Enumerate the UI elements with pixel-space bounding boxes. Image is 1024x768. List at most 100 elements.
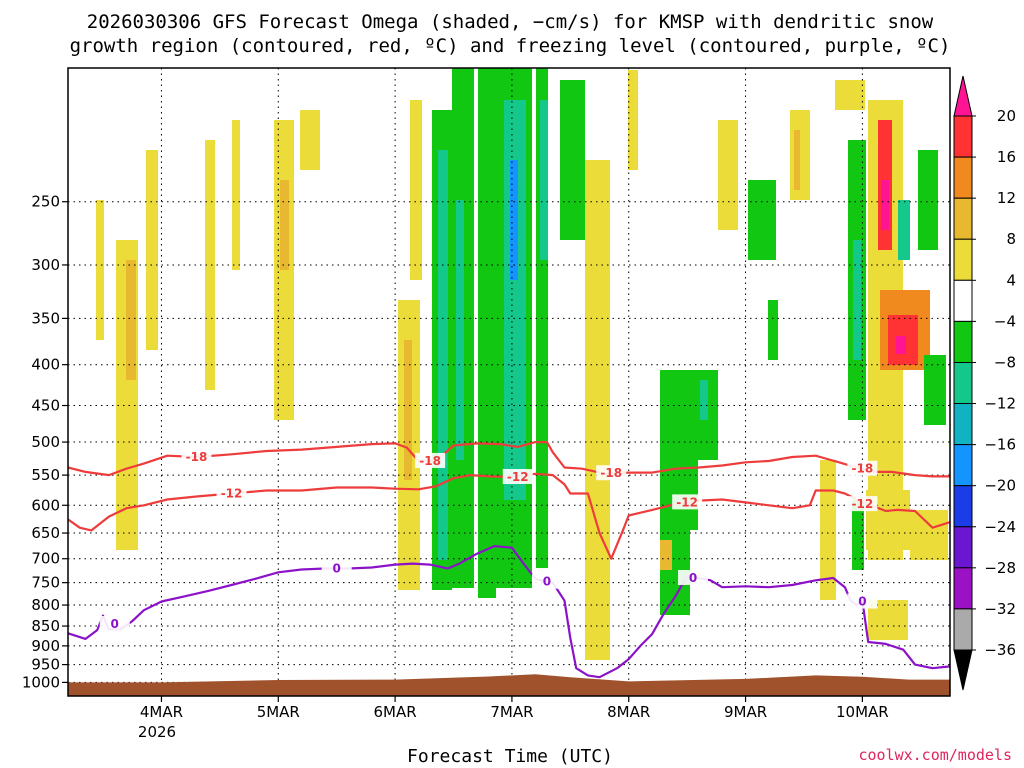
omega-blob	[676, 450, 698, 530]
contour-label: -18	[186, 450, 208, 464]
x-year-label: 2026	[138, 723, 176, 741]
colorbar-segment	[953, 156, 973, 199]
contour-label: -18	[600, 466, 622, 480]
contour-label-bg	[216, 485, 247, 501]
colorbar-segment	[953, 567, 973, 610]
colorbar-label: −8	[994, 353, 1016, 371]
credit-text: coolwx.com/models	[858, 746, 1012, 764]
omega-blob	[300, 110, 320, 170]
contour-label: -12	[507, 470, 529, 484]
contour-label: 0	[858, 595, 866, 609]
omega-blob	[96, 200, 104, 340]
contour-label-bg	[672, 494, 703, 510]
colorbar-label: −16	[984, 436, 1016, 454]
x-tick-label: 9MAR	[724, 703, 767, 721]
omega-blob	[881, 180, 889, 230]
omega-blob	[456, 200, 464, 460]
colorbar-segment	[953, 362, 973, 405]
contour-label: 0	[333, 561, 341, 575]
y-tick-label: 500	[31, 433, 60, 451]
colorbar-segment	[953, 608, 973, 651]
colorbar-label: −36	[984, 641, 1016, 659]
x-tick-label: 4MAR	[140, 703, 183, 721]
omega-blob	[560, 80, 585, 240]
colorbar-top-arrow	[953, 75, 973, 117]
colorbar-segment	[953, 320, 973, 363]
y-tick-label: 750	[31, 574, 60, 592]
x-tick-label: 8MAR	[607, 703, 650, 721]
contour-label-bg	[502, 468, 533, 484]
contour-label-bg	[99, 616, 130, 632]
colorbar-segment	[953, 526, 973, 569]
x-axis: 4MAR 5MAR 6MAR 7MAR 8MAR 9MAR 10MAR	[140, 696, 889, 721]
omega-blob	[924, 355, 946, 425]
contour-label-bg	[531, 573, 562, 589]
x-tick-label: 6MAR	[374, 703, 417, 721]
y-tick-label: 250	[31, 193, 60, 211]
contour-labels: -18 -18 -18 -18 -12 -12 -12 -12 0 0 0 0 0	[99, 448, 878, 632]
colorbar-segment	[953, 197, 973, 240]
ground-area	[68, 674, 950, 696]
omega-blob	[280, 180, 289, 270]
colorbar-label: −28	[984, 559, 1016, 577]
colorbar-label: −20	[984, 477, 1016, 495]
colorbar-label: 16	[997, 148, 1016, 166]
colorbar-label: −24	[984, 518, 1016, 536]
y-tick-label: 950	[31, 656, 60, 674]
y-tick-label: 1000	[22, 673, 60, 691]
y-tick-label: 550	[31, 466, 60, 484]
contour-label: -12	[221, 487, 243, 501]
contour-label: 0	[543, 575, 551, 589]
colorbar-label: 12	[997, 189, 1016, 207]
x-tick-label: 5MAR	[257, 703, 300, 721]
title-line-1: 2026030306 GFS Forecast Omega (shaded, −…	[87, 11, 934, 33]
omega-blob	[410, 100, 422, 280]
plot-frame	[67, 67, 951, 697]
omega-blob	[700, 380, 708, 420]
omega-blob	[585, 160, 610, 660]
colorbar-segment	[953, 279, 973, 322]
omega-blob	[794, 130, 800, 190]
omega-blob	[835, 80, 865, 110]
omega-shading	[96, 68, 948, 660]
colorbar-label: −32	[984, 600, 1016, 618]
y-tick-label: 600	[31, 496, 60, 514]
colorbar-segment	[953, 485, 973, 528]
colorbar-segment	[953, 115, 973, 158]
y-tick-label: 700	[31, 550, 60, 568]
colorbar-label: −12	[984, 395, 1016, 413]
omega-blob	[853, 240, 861, 360]
contour-label: -12	[852, 497, 874, 511]
omega-blob	[660, 540, 672, 570]
x-tick-label: 7MAR	[490, 703, 533, 721]
contour-label: 0	[689, 571, 697, 585]
y-axis: 250 300 350 400 450 500 550 600 650 700 750 800 850 9…	[22, 193, 68, 691]
omega-blob	[896, 336, 906, 354]
omega-blob	[718, 120, 738, 230]
contour-label: -12	[676, 495, 698, 509]
contour-label-bg	[321, 560, 352, 576]
omega-blob	[898, 200, 910, 260]
omega-blob	[510, 160, 518, 280]
omega-blob	[820, 460, 836, 600]
omega-blob	[126, 260, 136, 380]
omega-blob	[146, 150, 158, 350]
omega-blob	[438, 150, 448, 560]
omega-blob	[504, 100, 526, 500]
omega-blob	[404, 340, 412, 480]
omega-blob	[918, 150, 938, 250]
contour-label-bg	[847, 496, 878, 512]
y-tick-label: 900	[31, 637, 60, 655]
contour-label-bg	[847, 460, 878, 476]
omega-blob	[205, 140, 215, 390]
colorbar-segment	[953, 238, 973, 281]
x-axis-title: Forecast Time (UTC)	[407, 746, 613, 767]
omega-blob	[478, 68, 496, 598]
y-tick-label: 650	[31, 524, 60, 542]
contour-label: -18	[852, 462, 874, 476]
colorbar-label: −4	[994, 312, 1016, 330]
contour-label-bg	[847, 593, 878, 609]
colorbar-label: 20	[997, 107, 1016, 125]
colorbar: 20 16 12 8 4 −4 −8 −12 −16 −20 −24 −28 −32 −36	[953, 75, 1016, 691]
